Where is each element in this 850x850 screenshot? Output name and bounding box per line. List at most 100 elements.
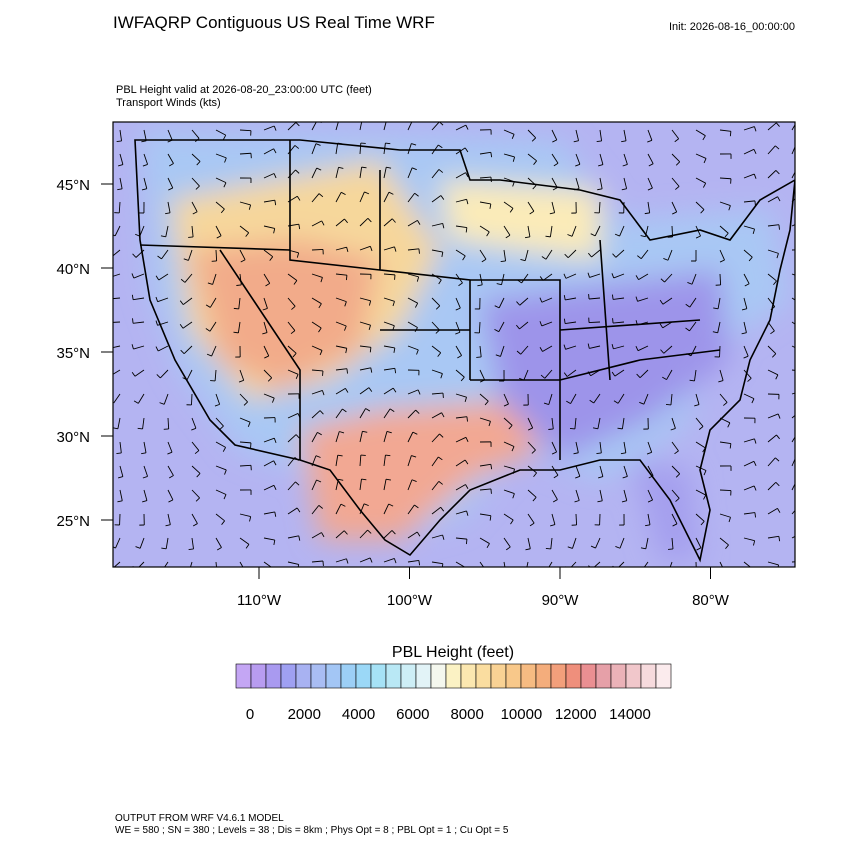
barb-flag xyxy=(370,367,373,373)
barb-flag xyxy=(195,138,200,142)
barb xyxy=(695,201,705,210)
barb xyxy=(575,513,578,526)
barb xyxy=(575,465,581,477)
barb-flag xyxy=(363,503,369,507)
barb-flag xyxy=(640,235,646,238)
barb-flag xyxy=(674,450,679,455)
barb xyxy=(526,561,529,567)
barb xyxy=(743,173,755,179)
barb xyxy=(335,273,347,276)
barb xyxy=(431,249,443,253)
barb xyxy=(791,224,795,227)
barb-flag xyxy=(414,504,419,509)
barb xyxy=(590,369,601,377)
barb xyxy=(644,225,649,237)
barb xyxy=(407,167,413,179)
barb xyxy=(311,560,323,563)
barb xyxy=(589,297,601,300)
barb-flag xyxy=(441,412,445,418)
barb-flag xyxy=(318,193,324,198)
barb-flag xyxy=(466,510,469,516)
barb xyxy=(719,417,731,424)
barb-flag xyxy=(168,163,174,167)
barb-flag xyxy=(611,273,615,279)
barb-flag xyxy=(155,275,160,281)
barb-flag xyxy=(778,224,780,230)
barb xyxy=(743,460,755,467)
barb xyxy=(263,273,271,284)
barb-flag xyxy=(316,479,322,483)
barb-flag xyxy=(545,235,551,238)
barb-flag xyxy=(698,426,704,430)
barb xyxy=(335,122,339,131)
barb xyxy=(574,417,577,429)
barb-flag xyxy=(798,328,801,332)
barb-flag xyxy=(663,258,669,261)
barb xyxy=(743,321,747,333)
barb xyxy=(743,126,755,131)
barb-flag xyxy=(294,457,300,461)
barb-flag xyxy=(622,476,628,479)
barb xyxy=(575,153,581,165)
barb xyxy=(263,537,275,541)
barb-flag xyxy=(188,548,194,551)
barb xyxy=(479,393,489,402)
barb xyxy=(791,198,795,203)
barb xyxy=(767,196,778,203)
barb xyxy=(263,148,274,155)
barb-flag xyxy=(156,374,161,379)
barb xyxy=(743,485,755,491)
barb-flag xyxy=(318,505,323,509)
barb xyxy=(503,201,514,209)
barb xyxy=(359,218,369,227)
barb xyxy=(212,273,217,285)
barb xyxy=(503,513,514,521)
barb-flag xyxy=(295,481,300,486)
barb xyxy=(407,431,414,443)
barb-flag xyxy=(345,348,348,354)
barb-flag xyxy=(659,299,664,305)
colorbar-box xyxy=(415,663,432,689)
barb-flag xyxy=(223,134,227,140)
colorbar-box xyxy=(505,663,522,689)
barb xyxy=(311,345,323,351)
barb-flag xyxy=(273,485,277,491)
barb-flag xyxy=(455,331,461,335)
barb-flag xyxy=(775,122,780,127)
barb-flag xyxy=(590,233,596,237)
barb-flag xyxy=(438,144,443,149)
barb-flag xyxy=(521,572,526,573)
colorbar-box xyxy=(430,663,447,689)
subtitle: Transport Winds (kts) xyxy=(116,97,221,109)
barb xyxy=(719,129,731,132)
barb-flag xyxy=(141,140,147,143)
barb xyxy=(695,393,700,405)
barb xyxy=(479,345,482,357)
barb-flag xyxy=(340,191,346,196)
barb xyxy=(407,479,413,491)
barb xyxy=(613,297,625,300)
barb-flag xyxy=(524,236,530,239)
barb-flag xyxy=(613,400,619,404)
barb-flag xyxy=(205,304,211,308)
barb-flag xyxy=(465,227,468,233)
barb-flag xyxy=(245,544,250,549)
colorbar-box xyxy=(550,663,567,689)
barb-flag xyxy=(440,507,445,512)
barb xyxy=(455,416,467,419)
barb xyxy=(134,369,145,377)
barb xyxy=(167,465,174,476)
barb-flag xyxy=(438,169,444,173)
barb-flag xyxy=(240,259,246,263)
barb xyxy=(455,297,461,309)
barb xyxy=(182,321,193,329)
barb xyxy=(479,201,491,205)
colorbar-box xyxy=(625,663,642,689)
barb-flag xyxy=(515,324,520,330)
colorbar-label: 6000 xyxy=(396,706,429,723)
barb-flag xyxy=(777,196,781,202)
barb xyxy=(359,142,362,155)
barb xyxy=(455,198,467,203)
barb xyxy=(551,465,559,476)
barb xyxy=(767,170,777,179)
